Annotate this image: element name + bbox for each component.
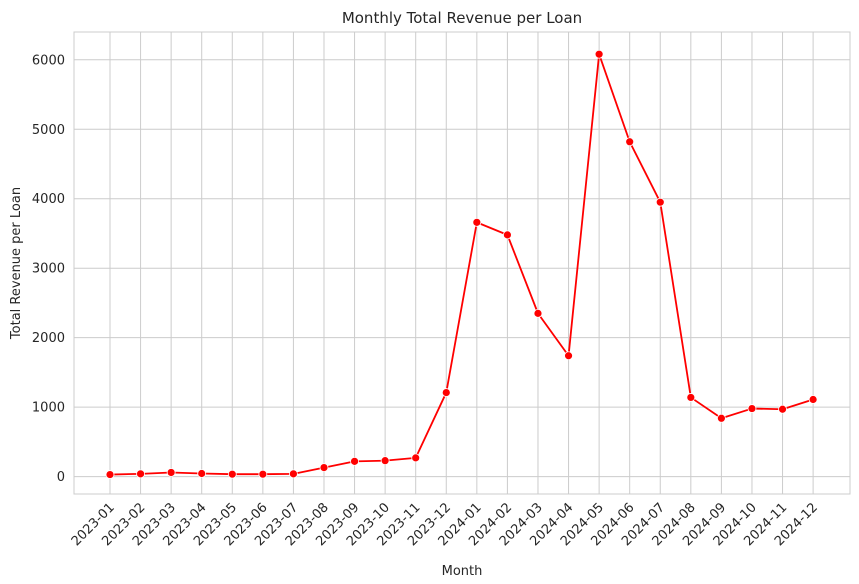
data-point-marker <box>105 470 115 479</box>
plot-frame <box>73 31 851 495</box>
y-tick-label: 3000 <box>32 262 65 277</box>
y-tick-label: 1000 <box>32 401 65 416</box>
data-point-marker <box>136 469 145 479</box>
grid <box>74 32 850 494</box>
y-tick-label: 4000 <box>32 192 65 207</box>
data-point-marker <box>258 469 268 479</box>
y-tick-label: 6000 <box>32 53 65 68</box>
data-point-marker <box>166 468 176 477</box>
series-line <box>109 53 814 476</box>
y-axis-label: Total Revenue per Loan <box>9 187 24 340</box>
data-point-marker <box>472 217 482 227</box>
data-point-marker <box>594 49 604 59</box>
data-point-marker <box>533 308 543 318</box>
data-point-marker <box>808 395 818 404</box>
y-axis-ticks: 0 1000 2000 3000 4000 5000 6000 <box>32 53 65 485</box>
data-point-marker <box>686 393 696 402</box>
data-point-marker <box>564 351 573 361</box>
data-point-marker <box>778 404 787 414</box>
y-tick-label: 2000 <box>32 331 65 346</box>
plot-background <box>74 32 850 494</box>
data-point-marker <box>503 230 512 240</box>
data-point-marker <box>441 388 451 397</box>
data-point-marker <box>411 453 421 463</box>
data-point-marker <box>625 137 635 147</box>
data-point-marker <box>380 456 390 466</box>
data-point-marker <box>289 469 298 479</box>
data-point-marker <box>655 197 665 207</box>
x-axis-label: Month <box>442 564 483 579</box>
series-group <box>105 49 818 479</box>
data-point-marker <box>227 469 237 479</box>
data-point-marker <box>747 404 757 413</box>
x-axis-ticks: 2023-012023-022023-032023-042023-052023-… <box>69 500 821 549</box>
y-tick-label: 0 <box>57 470 65 485</box>
data-point-marker <box>717 413 726 423</box>
data-point-marker <box>319 463 329 473</box>
y-tick-label: 5000 <box>32 123 65 138</box>
chart-title: Monthly Total Revenue per Loan <box>342 9 582 27</box>
plot-border <box>73 31 851 495</box>
data-point-marker <box>197 469 207 478</box>
data-point-marker <box>350 456 359 466</box>
